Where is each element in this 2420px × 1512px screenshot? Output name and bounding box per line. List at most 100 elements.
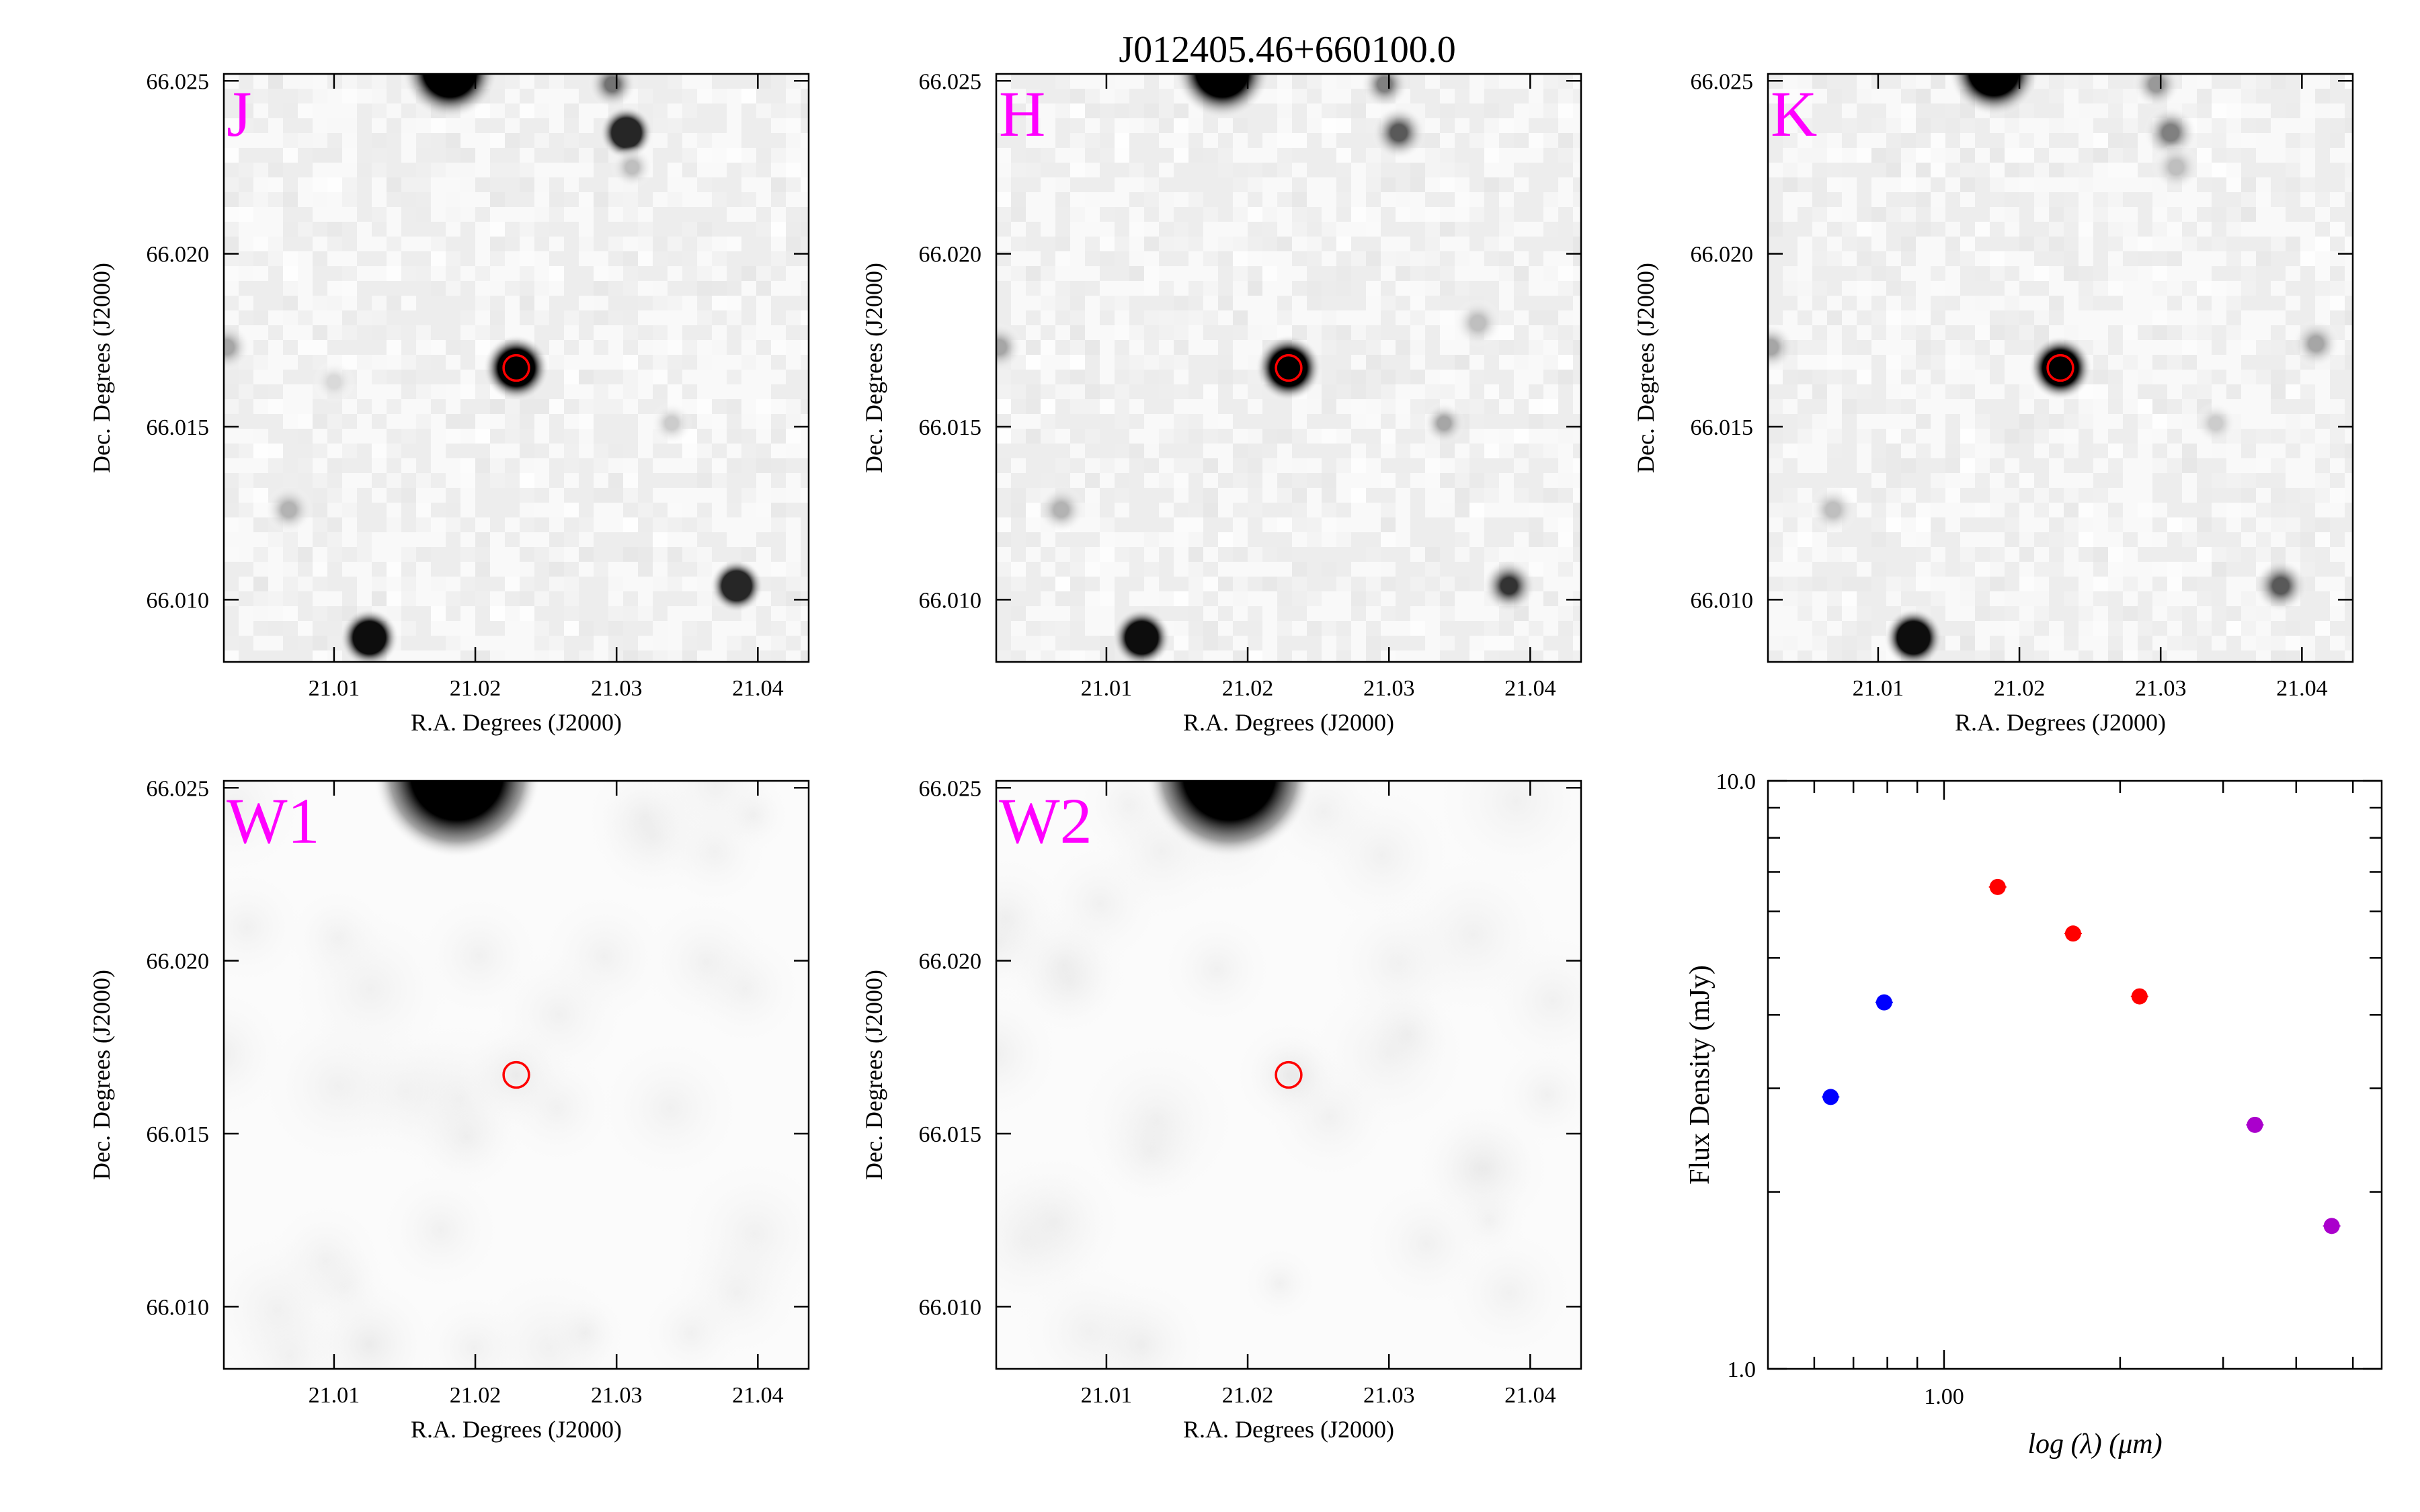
star-source [1069,1272,1215,1369]
image-panel-k: K 21.01 21.02 21.03 21.04 66.010 66.015 66.020 6… [1632,69,2354,736]
target-circle [502,353,530,382]
sed-y-tick-label: 10.0 [1716,769,1757,794]
image-frame [223,73,810,663]
x-tick-label: 21.02 [1222,676,1274,701]
x-tick-label: 21.04 [2276,676,2328,701]
star-source [401,74,499,119]
y-tick-label: 66.015 [147,415,210,440]
x-tick-label: 21.04 [732,1383,784,1408]
sed-data-point [1989,878,2006,895]
band-label: J [227,78,251,150]
figure-title: J012405.46+660100.0 [1119,29,1455,71]
band-label: W2 [999,785,1092,857]
x-tick-label: 21.02 [1222,1383,1274,1408]
star-source [2253,558,2308,613]
sed-y-tick-label: 1.0 [1728,1357,1757,1382]
x-tick-label: 21.01 [1081,676,1133,701]
sed-data-point [2131,988,2148,1005]
y-tick-label: 66.015 [919,415,982,440]
target-circle [1275,353,1303,382]
band-label: W1 [227,785,320,857]
star-source [1174,74,1271,119]
x-tick-label: 21.04 [732,676,784,701]
target-circle [1275,1060,1303,1089]
y-tick-label: 66.020 [147,243,210,267]
star-source [599,106,653,160]
star-source [663,1220,809,1366]
y-tick-label: 66.015 [147,1122,210,1147]
star-source [588,74,637,109]
sed-data-point [1822,1089,1839,1105]
sed-data-point [2247,1116,2263,1133]
sed-frame [1767,780,2383,1370]
star-source [224,981,294,1127]
x-tick-label: 21.01 [1081,1383,1133,1408]
sed-x-axis-label: log (λ) (μm) [2027,1429,2162,1460]
x-tick-label: 21.02 [1994,676,2046,701]
star-source [1422,401,1466,445]
star-source [1768,323,1796,372]
star-source [264,485,313,534]
star-source [1436,1220,1581,1366]
sed-data-point [1876,994,1892,1011]
star-source [996,981,1066,1127]
y-tick-label: 66.010 [1691,588,1754,613]
star-source [1112,607,1172,662]
image-panel-j: J 21.01 21.02 21.03 21.04 66.010 66.015 66.020 6… [88,69,810,736]
y-tick-label: 66.025 [1691,69,1754,94]
y-axis-label: Dec. Degrees (J2000) [860,263,887,473]
star-source [483,334,550,402]
sed-x-tick-label: 1.00 [1924,1384,1964,1409]
x-tick-label: 21.01 [1853,676,1904,701]
star-source [1808,485,1857,534]
x-axis-label: R.A. Degrees (J2000) [1183,709,1394,736]
star-source [1255,334,1322,402]
star-source [2152,142,2201,192]
y-tick-label: 66.015 [1691,415,1754,440]
star-source [1453,298,1502,347]
star-source [996,323,1024,372]
sed-chart: 1.00 1.0 10.0 log (λ) (μm) Flux Density (mJy… [1685,769,2383,1460]
y-tick-label: 66.010 [919,1295,982,1320]
image-panel-h: H 21.01 21.02 21.03 21.04 66.010 66.015 66.020 6… [860,69,1582,736]
star-source [224,323,251,372]
star-source [1948,74,2040,116]
target-circle [2046,353,2074,382]
star-source [296,1272,442,1369]
band-label: K [1771,78,1817,150]
image-frame [223,780,810,1370]
image-panel-w1: W1 21.01 21.02 21.03 21.04 66.010 66.015 66.020… [88,776,810,1443]
star-source [1371,106,1426,160]
x-tick-label: 21.03 [1363,1383,1415,1408]
image-frame [995,780,1582,1370]
star-source [373,781,541,858]
image-frame [1767,73,2354,663]
x-tick-label: 21.03 [591,1383,643,1408]
y-tick-label: 66.020 [1691,243,1754,267]
target-circle [502,1060,530,1089]
y-axis-label: Dec. Degrees (J2000) [1632,263,1659,473]
star-source [312,360,356,404]
x-tick-label: 21.03 [2135,676,2187,701]
y-axis-label: Dec. Degrees (J2000) [88,263,115,473]
x-axis-label: R.A. Degrees (J2000) [411,709,622,736]
x-tick-label: 21.02 [450,676,501,701]
x-tick-label: 21.04 [1504,676,1556,701]
star-source [650,401,694,445]
star-source [2132,74,2181,109]
y-tick-label: 66.015 [919,1122,982,1147]
star-source [1228,1014,1349,1136]
y-axis-label: Dec. Degrees (J2000) [860,970,887,1180]
star-source [709,558,764,613]
star-source [1145,781,1314,858]
y-tick-label: 66.020 [919,243,982,267]
image-frame [995,73,1582,663]
star-source [1482,558,1536,613]
x-tick-label: 21.01 [309,676,360,701]
band-label: H [999,78,1045,150]
y-tick-label: 66.020 [919,950,982,974]
star-source [2028,335,2093,401]
x-tick-label: 21.03 [1363,676,1415,701]
y-tick-label: 66.020 [147,950,210,974]
